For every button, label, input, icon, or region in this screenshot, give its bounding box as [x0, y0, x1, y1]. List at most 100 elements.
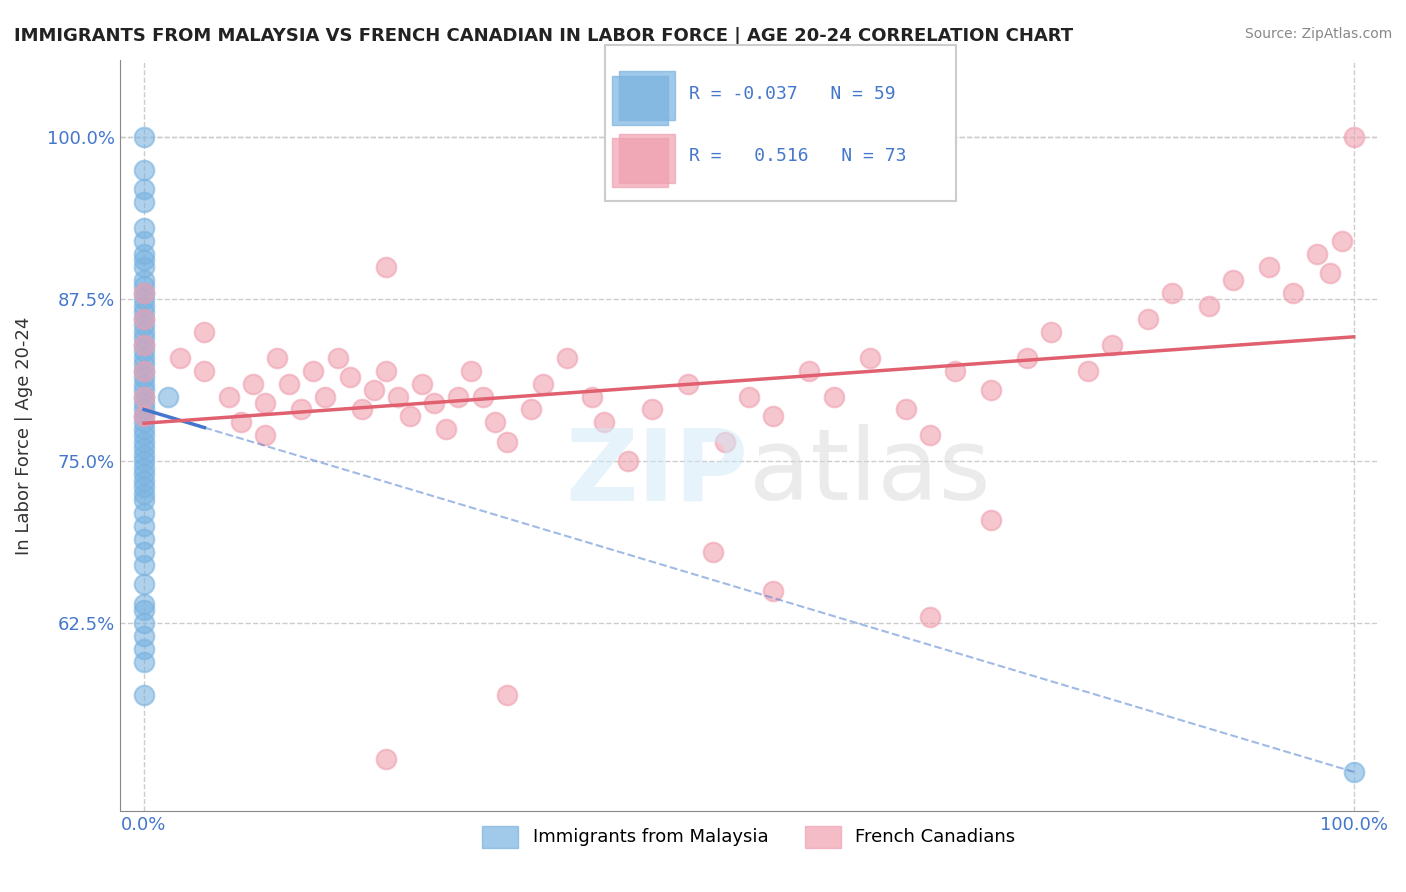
Text: R =   0.516   N = 73: R = 0.516 N = 73: [689, 147, 907, 165]
Point: [581, 390, 603, 404]
Point: [132, 279, 155, 293]
Text: Source: ZipAtlas.com: Source: ZipAtlas.com: [1244, 27, 1392, 41]
Point: [132, 402, 155, 417]
Point: [132, 597, 155, 611]
Text: IMMIGRANTS FROM MALAYSIA VS FRENCH CANADIAN IN LABOR FORCE | AGE 20-24 CORRELATI: IMMIGRANTS FROM MALAYSIA VS FRENCH CANAD…: [14, 27, 1073, 45]
Point: [943, 363, 966, 377]
Point: [132, 293, 155, 307]
Point: [132, 558, 155, 572]
Point: [1040, 325, 1063, 339]
Point: [278, 376, 301, 391]
Point: [132, 655, 155, 669]
Point: [592, 416, 614, 430]
Point: [132, 337, 155, 351]
Point: [132, 305, 155, 319]
Point: [823, 390, 845, 404]
Point: [229, 416, 252, 430]
Point: [678, 376, 700, 391]
Point: [132, 162, 155, 177]
Point: [1017, 351, 1039, 365]
Point: [132, 357, 155, 371]
Point: [132, 318, 155, 333]
Point: [1330, 234, 1353, 248]
Point: [132, 311, 155, 326]
Point: [132, 448, 155, 462]
Point: [132, 273, 155, 287]
Point: [132, 390, 155, 404]
Text: ZIP: ZIP: [567, 425, 749, 522]
Legend: Immigrants from Malaysia, French Canadians: Immigrants from Malaysia, French Canadia…: [475, 818, 1022, 855]
Point: [399, 409, 422, 423]
Point: [423, 396, 446, 410]
Point: [1343, 130, 1365, 145]
Point: [132, 390, 155, 404]
Point: [302, 363, 325, 377]
Point: [132, 299, 155, 313]
Point: [374, 363, 396, 377]
Point: [132, 532, 155, 546]
Point: [920, 609, 942, 624]
Point: [762, 409, 785, 423]
Point: [169, 351, 191, 365]
Point: [738, 390, 761, 404]
Point: [894, 402, 917, 417]
Point: [557, 351, 579, 365]
Point: [1258, 260, 1281, 274]
Point: [132, 351, 155, 365]
Point: [132, 416, 155, 430]
Point: [132, 474, 155, 488]
Point: [157, 390, 180, 404]
Point: [132, 442, 155, 456]
Point: [132, 603, 155, 617]
Point: [363, 383, 385, 397]
Point: [350, 402, 373, 417]
Point: [762, 583, 785, 598]
Point: [193, 325, 215, 339]
Point: [496, 434, 519, 449]
Point: [980, 513, 1002, 527]
Point: [374, 260, 396, 274]
Point: [460, 363, 482, 377]
Point: [132, 688, 155, 702]
Point: [132, 234, 155, 248]
Point: [132, 130, 155, 145]
Point: [1198, 299, 1220, 313]
Point: [132, 467, 155, 482]
Point: [387, 390, 409, 404]
Point: [132, 253, 155, 268]
Point: [132, 428, 155, 442]
Point: [132, 409, 155, 423]
Point: [132, 396, 155, 410]
Point: [702, 545, 724, 559]
Point: [193, 363, 215, 377]
Point: [374, 752, 396, 766]
Point: [132, 311, 155, 326]
Point: [132, 331, 155, 345]
Point: [132, 486, 155, 500]
Point: [132, 480, 155, 494]
Point: [1319, 267, 1341, 281]
Point: [496, 688, 519, 702]
Point: [132, 629, 155, 643]
Point: [1101, 337, 1123, 351]
Point: [1077, 363, 1099, 377]
Point: [253, 396, 276, 410]
Point: [132, 434, 155, 449]
Point: [132, 325, 155, 339]
Point: [531, 376, 554, 391]
Point: [132, 519, 155, 533]
Point: [132, 642, 155, 657]
Point: [132, 409, 155, 423]
Point: [132, 363, 155, 377]
Point: [132, 577, 155, 591]
Point: [484, 416, 506, 430]
Text: atlas: atlas: [749, 425, 990, 522]
Point: [339, 370, 361, 384]
Point: [132, 422, 155, 436]
Point: [920, 428, 942, 442]
Point: [290, 402, 312, 417]
Point: [1161, 285, 1184, 300]
Point: [713, 434, 735, 449]
Point: [132, 493, 155, 508]
Point: [132, 370, 155, 384]
